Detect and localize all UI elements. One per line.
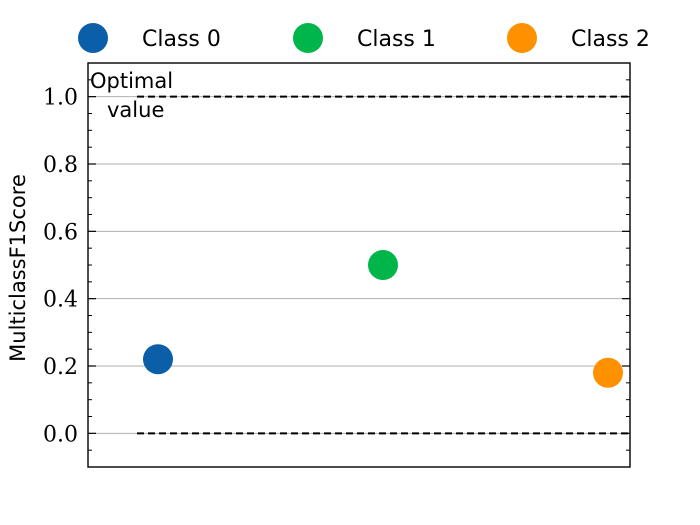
y-tick-label: 0.0: [43, 422, 78, 447]
optimal-value-annotation: Optimal value: [90, 69, 180, 122]
legend-marker: [78, 23, 108, 53]
data-point-class-0: [143, 344, 173, 375]
legend-marker: [507, 23, 537, 53]
plot-frame: [87, 62, 631, 468]
annotation-line-2: value: [107, 98, 164, 122]
annotation-line-1: Optimal: [90, 69, 173, 93]
data-point-class-2: [593, 357, 623, 388]
y-axis-ticks: 0.0 0.2 0.4 0.6 0.8 1.0: [43, 62, 630, 468]
legend-label: Class 2: [571, 27, 650, 52]
legend-marker: [293, 23, 323, 53]
legend-label: Class 1: [357, 27, 436, 52]
y-axis-label: MulticlassF1Score: [6, 174, 30, 362]
legend: Class 0 Class 1 Class 2: [78, 23, 650, 53]
legend-label: Class 0: [142, 27, 221, 52]
reference-lines: [137, 95, 630, 435]
y-tick-label: 0.8: [43, 153, 78, 178]
data-point-class-1: [368, 250, 398, 280]
y-tick-label: 0.2: [43, 355, 78, 380]
y-tick-label: 0.6: [43, 220, 78, 245]
grid: [88, 96, 630, 434]
data-points: [143, 250, 623, 388]
y-tick-label: 0.4: [43, 288, 78, 313]
y-tick-label: 1.0: [43, 86, 78, 111]
